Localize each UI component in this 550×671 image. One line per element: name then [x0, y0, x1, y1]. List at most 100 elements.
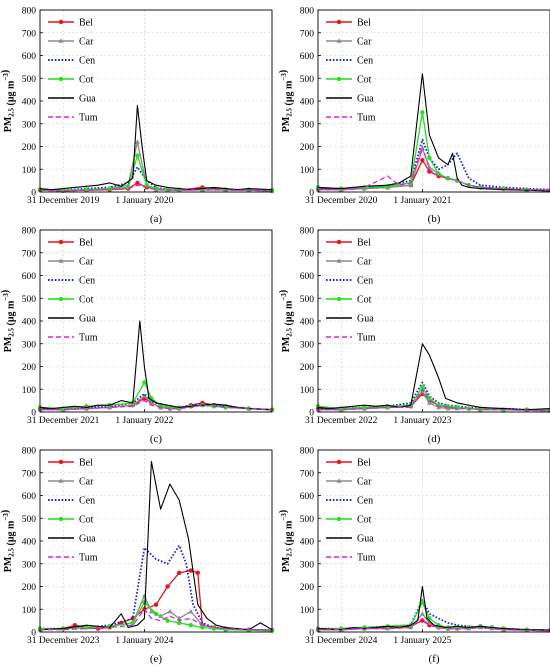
x-tick-label: 31 December 2022	[305, 416, 378, 426]
panel-label: (e)	[150, 653, 163, 665]
data-point-car	[420, 388, 425, 394]
legend-item-bel: Bel	[48, 18, 93, 29]
x-tick-label: 1 January 2020	[115, 196, 173, 206]
x-tick-label: 31 December 2023	[27, 636, 100, 646]
y-tick-label: 700	[22, 469, 37, 479]
legend-item-gua: Gua	[326, 94, 374, 105]
data-point-bel	[195, 570, 200, 576]
plot-frame	[317, 229, 550, 413]
series-cen	[40, 544, 273, 632]
legend-item-cen: Cen	[48, 496, 95, 507]
y-axis-label: PM2.5 (μg m−3)	[0, 70, 17, 132]
series-gua	[39, 460, 273, 631]
legend-label: Tum	[79, 333, 98, 344]
x-tick-label: 31 December 2019	[27, 196, 100, 206]
legend: Bel Car Cen Cot Gua Tum	[326, 238, 376, 344]
series-line-tum	[318, 617, 550, 632]
y-tick-label: 600	[22, 272, 37, 282]
y-tick-label: 100	[300, 386, 315, 396]
legend-marker	[58, 38, 64, 43]
legend-item-car: Car	[48, 37, 94, 48]
y-tick-label: 600	[22, 492, 37, 502]
data-point-cot	[135, 153, 140, 158]
data-point-cot	[427, 155, 432, 161]
legend-label: Car	[357, 257, 372, 268]
y-tick-label: 300	[22, 340, 37, 350]
plot-frame	[39, 229, 273, 413]
legend-item-car: Car	[48, 257, 94, 268]
legend-marker	[58, 478, 64, 483]
legend-item-bel: Bel	[48, 458, 93, 469]
y-axis-label: PM2.5 (μg m−3)	[278, 510, 295, 572]
panel-label: (c)	[150, 433, 163, 445]
legend-label: Cot	[357, 515, 372, 526]
series-line-gua	[39, 104, 273, 191]
legend-marker	[336, 478, 342, 483]
data-point-cot	[420, 384, 425, 390]
plot-frame	[39, 449, 273, 633]
y-tick-label: 600	[300, 492, 315, 502]
legend-label: Tum	[357, 333, 376, 344]
legend-item-cen: Cen	[326, 56, 373, 67]
series-tum	[40, 608, 273, 631]
legend-label: Cot	[357, 295, 372, 306]
legend-label: Tum	[357, 113, 376, 124]
y-tick-label: 500	[300, 515, 315, 525]
y-tick-label: 0	[31, 409, 36, 419]
plot-frame	[317, 449, 550, 633]
series-line-gua	[39, 320, 273, 411]
y-tick-label: 400	[300, 318, 315, 328]
y-tick-label: 300	[22, 120, 37, 130]
legend-marker	[58, 76, 64, 82]
legend-marker	[336, 38, 342, 43]
y-tick-label: 300	[22, 560, 37, 570]
series-tum	[318, 388, 550, 412]
series-gua	[39, 104, 273, 191]
panel-label: (d)	[428, 433, 441, 445]
series-bel	[37, 568, 275, 633]
data-point-cot	[130, 620, 135, 626]
legend-item-cen: Cen	[48, 276, 95, 287]
panel-c: 0 100 200 300 400 500 600 700 800 31 December 202…	[0, 227, 275, 445]
legend-item-car: Car	[326, 257, 372, 268]
data-point-car	[188, 608, 194, 614]
x-tick-label: 1 January 2021	[393, 196, 451, 206]
legend-item-cot: Cot	[326, 75, 372, 86]
y-tick-label: 200	[300, 143, 315, 153]
series-line-gua	[317, 343, 550, 411]
series-cot	[315, 110, 550, 193]
data-point-cot	[84, 625, 89, 630]
y-tick-label: 400	[300, 98, 315, 108]
y-tick-label: 100	[22, 386, 37, 396]
legend-label: Car	[357, 477, 372, 488]
legend-label: Bel	[357, 458, 371, 469]
legend-item-tum: Tum	[48, 333, 98, 344]
x-tick-label: 31 December 2024	[305, 636, 378, 646]
legend-marker	[336, 296, 342, 302]
y-tick-label: 200	[300, 583, 315, 593]
data-point-cot	[142, 380, 147, 385]
series-line-tum	[318, 388, 550, 412]
legend-label: Car	[79, 477, 94, 488]
data-point-cot	[153, 611, 159, 616]
x-tick-label: 1 January 2022	[115, 416, 173, 426]
data-point-car	[426, 164, 432, 169]
y-tick-label: 100	[22, 606, 37, 616]
legend-marker	[58, 239, 64, 245]
data-point-cot	[142, 600, 147, 605]
data-point-cot	[445, 176, 451, 181]
legend-label: Bel	[357, 18, 371, 29]
panel-d: 0 100 200 300 400 500 600 700 800 31 December 202…	[278, 227, 550, 445]
panel-label: (a)	[150, 213, 163, 225]
legend-label: Gua	[79, 534, 96, 545]
legend-marker	[336, 258, 342, 263]
x-tick-label: 31 December 2020	[305, 196, 378, 206]
y-tick-label: 400	[22, 538, 37, 548]
series-gua	[317, 73, 550, 192]
legend-label: Cot	[79, 295, 94, 306]
legend-label: Car	[357, 37, 372, 48]
data-point-cot	[427, 396, 432, 401]
data-point-cot	[144, 182, 149, 188]
panel-b: 0 100 200 300 400 500 600 700 800 31 December 202…	[278, 7, 550, 225]
legend-item-cot: Cot	[48, 515, 94, 526]
